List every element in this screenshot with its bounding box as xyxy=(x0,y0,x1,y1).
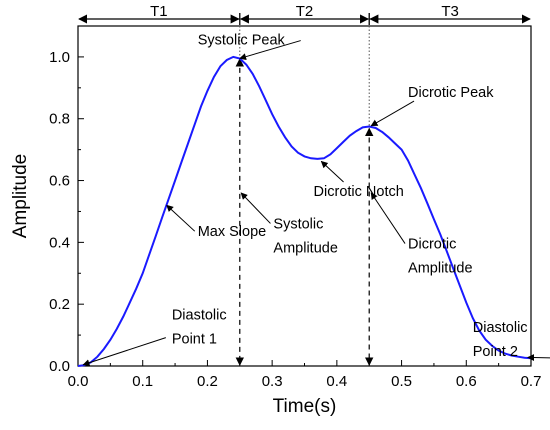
x-tick-label: 0.6 xyxy=(456,373,477,390)
y-axis-title: Amplitude xyxy=(10,154,31,239)
diastolic-point-1-label: Diastolic xyxy=(172,308,227,324)
diastolic-point-1-label: Point 1 xyxy=(172,332,217,348)
systolic-amplitude-arrow xyxy=(240,192,271,224)
dicrotic-peak-annotation: Dicrotic Peak xyxy=(370,85,494,127)
max-slope-annotation: Max Slope xyxy=(166,204,267,240)
dicrotic-notch-annotation: Dicrotic Notch xyxy=(314,160,404,200)
dicrotic-amplitude-arrow xyxy=(370,192,406,244)
x-axis-title: Time(s) xyxy=(273,396,337,417)
diastolic-point-2-annotation: Diastolic Point 2 xyxy=(473,320,550,361)
y-tick-label: 1.0 xyxy=(49,49,70,66)
y-tick-label: 0.8 xyxy=(49,111,70,128)
dicrotic-amplitude-label: Dicrotic xyxy=(408,237,456,253)
dicrotic-notch-label: Dicrotic Notch xyxy=(314,184,404,200)
systolic-peak-annotation: Systolic Peak xyxy=(198,33,301,61)
time-segments: T1 T2 T3 xyxy=(78,3,531,25)
diastolic-point-1-arrow xyxy=(82,337,166,367)
segment-label: T3 xyxy=(441,3,459,20)
x-tick-label: 0.3 xyxy=(262,373,283,390)
systolic-peak-label: Systolic Peak xyxy=(198,33,286,49)
y-tick-label: 0.0 xyxy=(49,358,70,375)
x-axis: 0.0 0.1 0.2 0.3 0.4 0.5 0.6 0.7 xyxy=(68,360,542,390)
x-tick-label: 0.0 xyxy=(68,373,89,390)
diastolic-point-2-label: Diastolic xyxy=(473,320,528,336)
y-tick-label: 0.4 xyxy=(49,234,70,251)
plot-frame xyxy=(77,25,532,367)
segment-label: T1 xyxy=(150,3,168,20)
dicrotic-peak-label: Dicrotic Peak xyxy=(408,85,494,101)
diastolic-point-1-annotation: Diastolic Point 1 xyxy=(82,308,227,367)
y-axis: 0.0 0.2 0.4 0.6 0.8 1.0 xyxy=(49,25,84,375)
systolic-peak-arrow xyxy=(239,40,301,61)
segment-label: T2 xyxy=(296,3,314,20)
x-tick-label: 0.1 xyxy=(132,373,153,390)
y-tick-label: 0.6 xyxy=(49,173,70,190)
waveform-series-line xyxy=(77,55,532,367)
systolic-amplitude-annotation: Systolic Amplitude xyxy=(240,192,338,256)
y-tick-label: 0.2 xyxy=(49,296,70,313)
dicrotic-amplitude-annotation: Dicrotic Amplitude xyxy=(370,192,473,277)
dicrotic-amplitude-label: Amplitude xyxy=(408,261,472,277)
dicrotic-notch-arrow xyxy=(320,160,344,183)
x-tick-label: 0.2 xyxy=(197,373,218,390)
systolic-amplitude-label: Systolic xyxy=(273,216,323,232)
x-tick-label: 0.5 xyxy=(391,373,412,390)
x-tick-label: 0.7 xyxy=(521,373,542,390)
diastolic-point-2-label: Point 2 xyxy=(473,344,518,360)
max-slope-arrow xyxy=(166,204,196,232)
x-tick-label: 0.4 xyxy=(326,373,347,390)
dicrotic-peak-arrow xyxy=(370,100,415,127)
max-slope-label: Max Slope xyxy=(198,224,267,240)
vertical-markers xyxy=(235,26,374,366)
systolic-amplitude-label: Amplitude xyxy=(273,240,337,256)
plot-border xyxy=(77,25,532,367)
diastolic-point-2-arrow xyxy=(527,353,550,361)
